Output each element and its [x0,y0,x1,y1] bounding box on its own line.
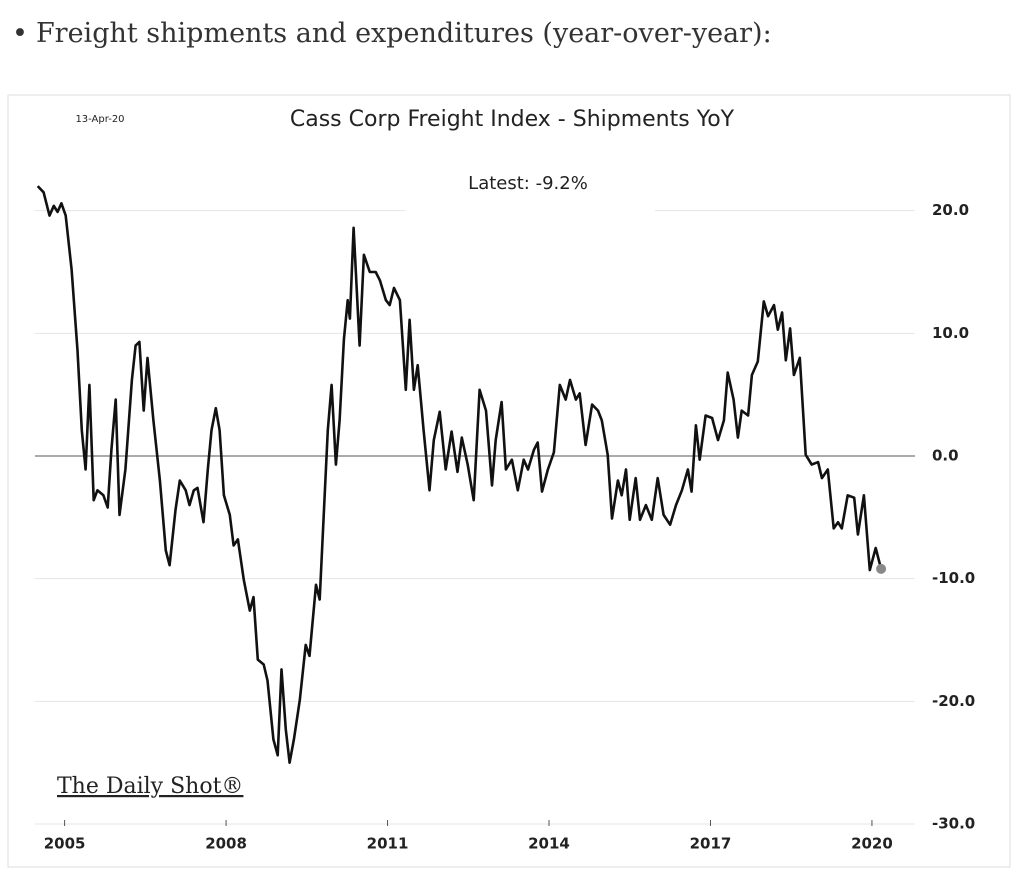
date-label: 13-Apr-20 [75,114,124,125]
x-tick-label: 2011 [367,835,409,853]
last-point [876,563,887,574]
x-tick-label: 2014 [528,835,570,853]
annotation-bg [405,165,655,221]
y-tick-label: -30.0 [932,815,975,833]
chart-title: Cass Corp Freight Index - Shipments YoY [290,107,735,132]
x-tick-label: 2017 [690,835,732,853]
y-tick-label: 0.0 [932,447,959,465]
y-tick-label: -20.0 [932,692,975,710]
watermark: The Daily Shot® [57,774,243,799]
y-tick-label: 10.0 [932,324,969,342]
x-tick-label: 2008 [205,835,247,853]
bullet-text: Freight shipments and expenditures (year… [12,18,772,49]
y-tick-label: -10.0 [932,569,975,587]
x-tick-label: 2020 [851,835,893,853]
x-tick-label: 2005 [44,835,86,853]
y-tick-label: 20.0 [932,201,969,219]
line [36,185,883,764]
chart-frame [7,94,1011,868]
annotation: Latest: -9.2% [468,173,588,194]
